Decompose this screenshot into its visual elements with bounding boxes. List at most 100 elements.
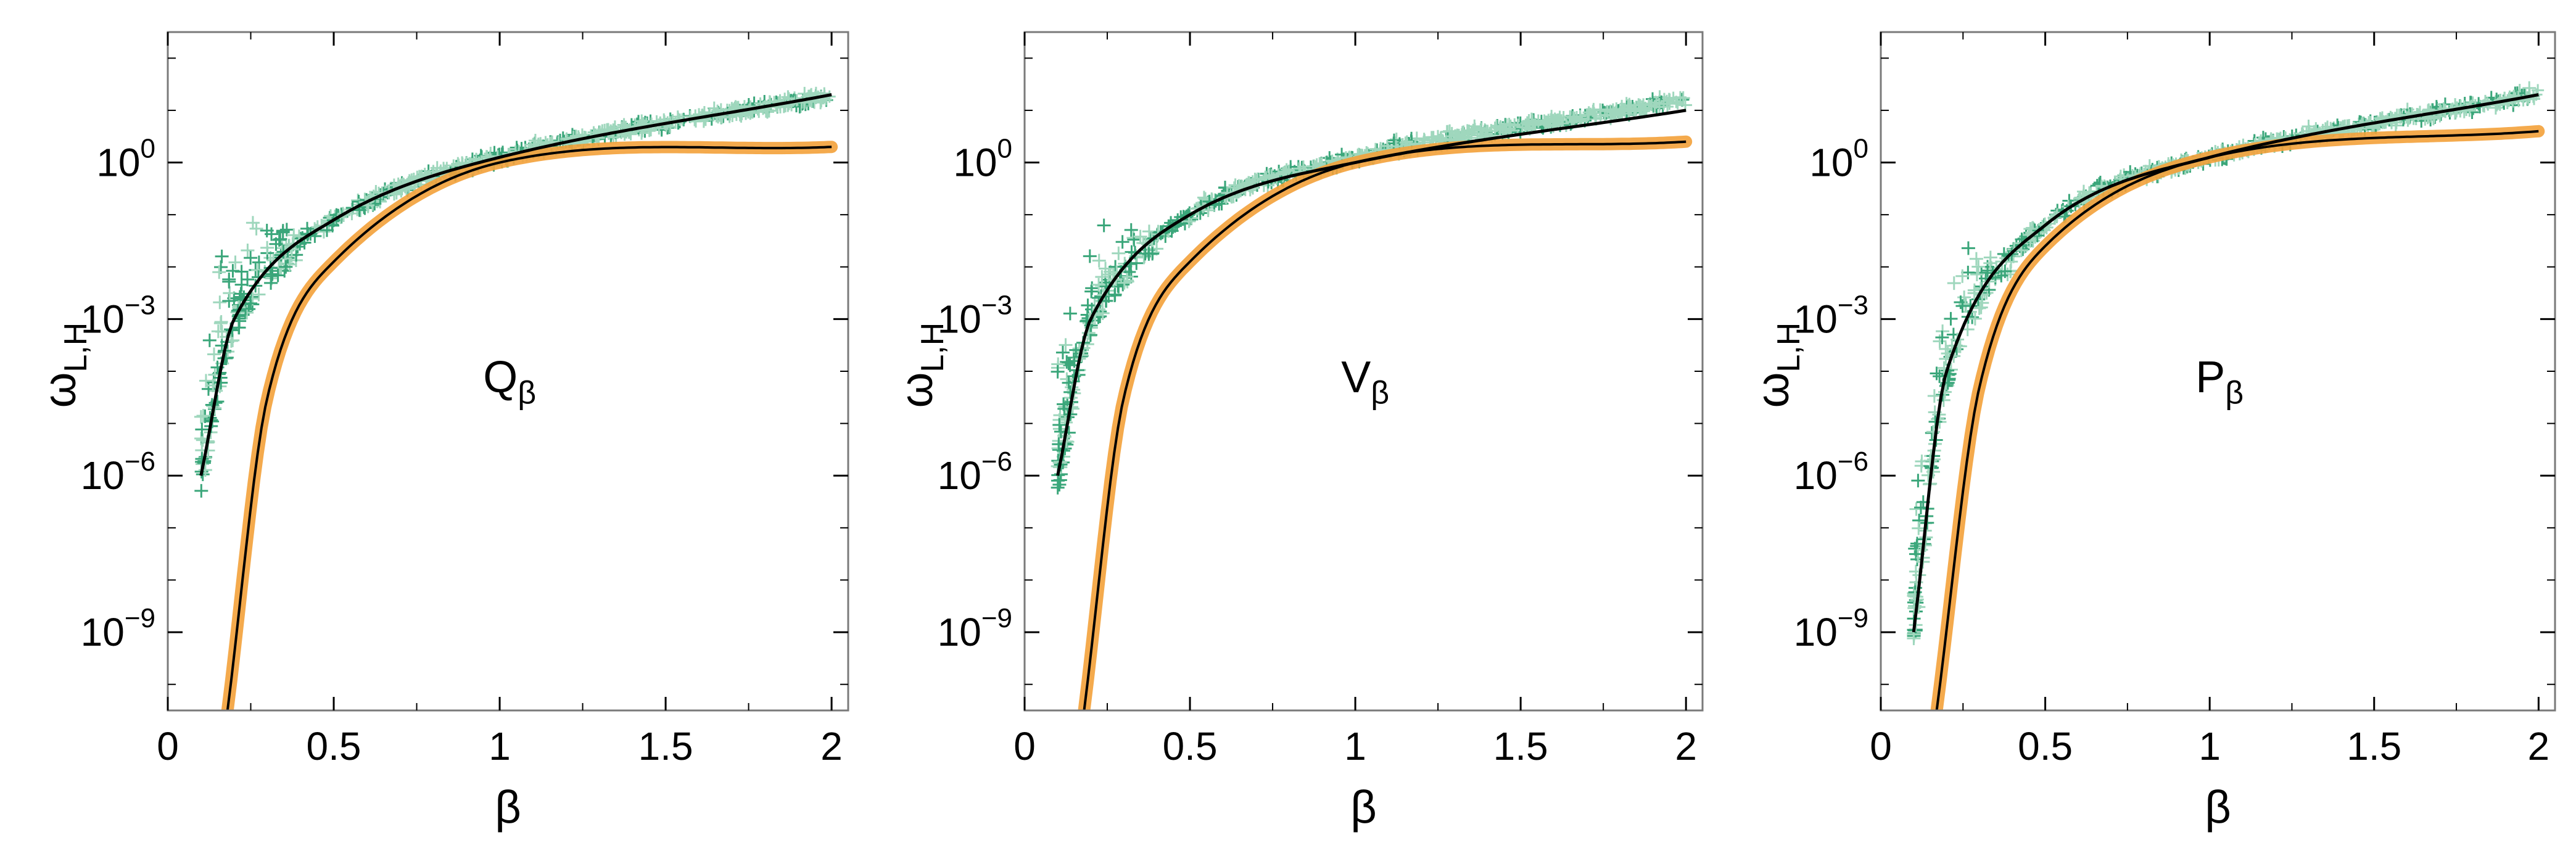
scatter-point <box>194 484 208 498</box>
scatter-point <box>1108 287 1122 302</box>
scatter-point <box>1142 224 1156 239</box>
x-tick-label: 0.5 <box>307 724 361 768</box>
fit-line <box>1056 109 1686 476</box>
scatter-point <box>1923 454 1938 468</box>
scatter-point <box>228 255 242 270</box>
scatter-point <box>232 321 246 335</box>
scatter-point <box>287 228 301 242</box>
scatter-point <box>207 347 221 361</box>
band-fit-line <box>1935 130 2539 710</box>
scatter-point <box>246 216 260 230</box>
y-tick-label: 10−6 <box>1794 447 1868 498</box>
scatter-point <box>202 333 217 347</box>
scatter-point <box>1663 93 1676 106</box>
scatter-point <box>226 264 240 278</box>
scatter-point <box>244 251 258 265</box>
scatter-point <box>1116 278 1130 292</box>
panel-label: Pβ <box>2195 353 2244 411</box>
y-axis-title: ωL,H <box>891 323 951 408</box>
scatter-point <box>1944 311 1958 326</box>
scatter-point <box>1280 163 1293 176</box>
chart-panel-1: 0 0.5 1 1.5 2 100 10−3 10−6 10−9 β ωL,H Qβ <box>34 31 849 833</box>
chart-panel-2: 0 0.5 1 1.5 2 100 10−3 10−6 10−9 β ωL,H Vβ <box>891 31 1704 833</box>
scatter-point <box>1970 267 1984 281</box>
scatter-point <box>244 296 258 310</box>
panel-label: Qβ <box>483 353 536 411</box>
scatter-point <box>269 237 283 251</box>
scatter-point <box>2092 177 2107 191</box>
x-tick-label: 2 <box>1675 724 1697 768</box>
x-axis: 0 0.5 1 1.5 2 <box>157 32 843 768</box>
scatter-point <box>1911 474 1925 488</box>
y-tick-label: 10−6 <box>81 447 155 498</box>
fit-line <box>1912 93 2539 633</box>
scatter-point <box>1926 425 1940 439</box>
scatter-point <box>241 243 255 257</box>
chart-panel-3: 0 0.5 1 1.5 2 100 10−3 10−6 10−9 β ωL,H Pβ <box>1747 31 2556 833</box>
scatter-point <box>1461 124 1474 137</box>
x-tick-label: 1.5 <box>638 724 693 768</box>
scatter-point <box>1228 181 1241 194</box>
scatter-point <box>195 422 209 437</box>
scatter-point <box>1051 364 1065 379</box>
band-fit-line <box>226 146 832 710</box>
scatter-point <box>1604 104 1617 117</box>
x-axis-title: β <box>1350 781 1377 833</box>
y-axis-title: ωL,H <box>34 323 94 408</box>
scatter-point <box>1594 110 1607 123</box>
scatter-point <box>260 223 274 237</box>
scatter-point <box>1083 249 1097 263</box>
scatter-point <box>1096 306 1110 320</box>
y-tick-label: 100 <box>96 134 155 185</box>
scatter-point <box>249 221 263 236</box>
scatter-point <box>1909 547 1923 561</box>
scatter-point <box>592 131 605 144</box>
scatter-point <box>1661 101 1674 113</box>
scatter-point <box>271 268 285 282</box>
scatter-point <box>1939 342 1953 356</box>
panel-label: Vβ <box>1341 353 1389 411</box>
scatter-point <box>1908 590 1922 604</box>
x-tick-label: 0 <box>1013 724 1036 768</box>
scatter-point <box>1935 331 1949 345</box>
x-axis: 0 0.5 1 1.5 2 <box>1870 32 2549 768</box>
scatter-point <box>1927 389 1941 403</box>
scatter-point <box>1983 256 1997 270</box>
x-axis-title: β <box>495 781 521 833</box>
scatter-point <box>2000 267 2015 281</box>
x-tick-label: 1 <box>2198 724 2221 768</box>
scatter-point <box>1913 501 1928 515</box>
scatter-point <box>1907 632 1921 646</box>
y-tick-label: 10−9 <box>81 603 155 654</box>
scatter-point <box>1670 96 1683 109</box>
x-tick-label: 0.5 <box>1163 724 1218 768</box>
scatter-point <box>1971 260 1986 274</box>
x-tick-label: 2 <box>820 724 843 768</box>
scatter-point <box>1606 103 1619 116</box>
scatter-point <box>252 255 266 270</box>
scatter-point <box>1564 110 1577 123</box>
scatter-point <box>1060 355 1074 369</box>
y-axis: 100 10−3 10−6 10−9 <box>938 57 1703 685</box>
scatter-point <box>1582 108 1595 121</box>
x-tick-label: 1 <box>489 724 511 768</box>
scatter-point <box>1947 276 1961 290</box>
scatter-point <box>1051 474 1065 488</box>
scatter-point <box>1622 102 1635 115</box>
plot-area <box>1051 90 1693 710</box>
scatter-point <box>264 276 278 290</box>
scatter-point <box>1063 385 1078 399</box>
x-axis-title: β <box>2205 781 2231 833</box>
x-tick-label: 1 <box>1344 724 1366 768</box>
scatter-point <box>1671 97 1684 110</box>
fit-line <box>199 93 832 476</box>
scatter-point <box>1127 233 1141 247</box>
scatter-point <box>194 409 208 424</box>
y-tick-label: 10−3 <box>938 290 1012 341</box>
band-series <box>1930 125 2545 710</box>
scatter-point <box>1052 418 1067 432</box>
scatter-point <box>1974 300 1988 315</box>
scatter-point <box>199 374 213 388</box>
scatter-point <box>276 224 290 238</box>
